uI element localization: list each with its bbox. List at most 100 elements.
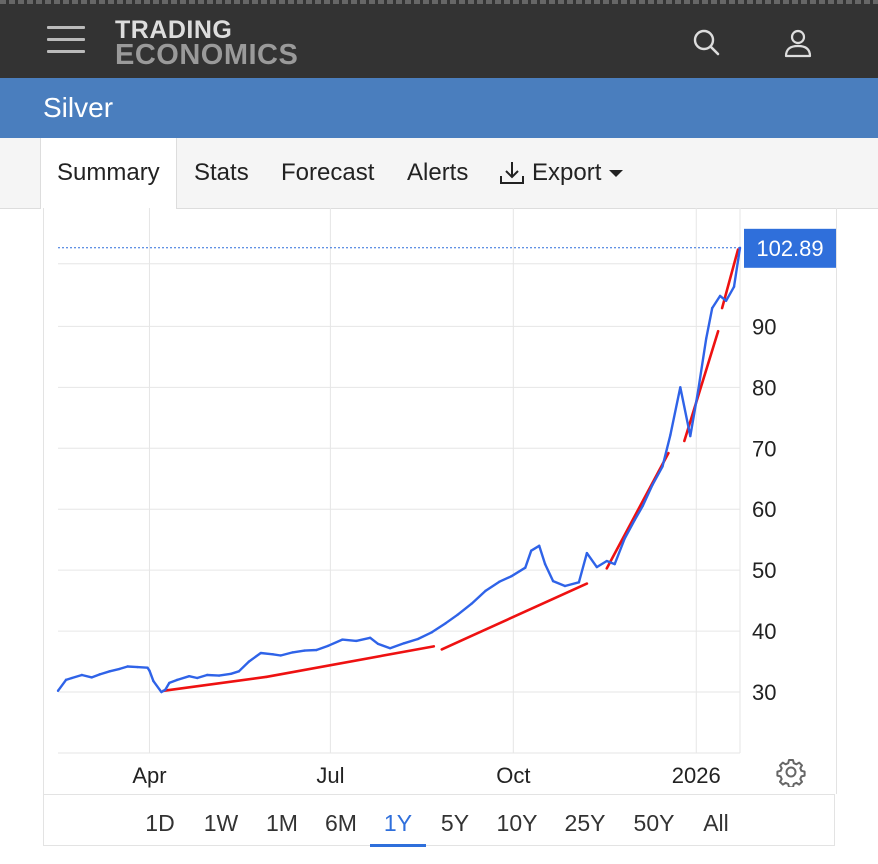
price-point [669,433,672,437]
price-point [56,689,60,693]
price-point [164,688,167,691]
price-point [484,589,487,593]
last-value-label: 102.89 [756,236,823,261]
price-point [279,654,282,657]
price-point [661,465,664,468]
trend-line [162,675,269,693]
price-point [697,389,700,392]
price-point [217,674,221,677]
price-point [259,651,263,655]
price-point [315,648,318,652]
y-tick-label: 50 [752,558,776,583]
price-point [613,562,616,566]
price-point [229,672,233,675]
price-point [563,584,567,588]
download-icon [500,162,524,184]
price-point [247,660,251,663]
logo-line2: ECONOMICS [115,39,299,71]
price-point [510,575,513,578]
price-point [623,537,626,540]
tab-summary[interactable]: Summary [40,138,177,209]
gear-icon[interactable] [776,757,806,789]
user-icon[interactable] [782,26,814,58]
price-point [498,580,501,583]
y-tick-label: 70 [752,436,776,461]
tab-alerts[interactable]: Alerts [407,159,469,186]
price-point [530,549,533,552]
price-point [444,621,447,625]
range-1d[interactable]: 1D [145,810,175,836]
price-point [651,483,654,487]
range-50y[interactable]: 50Y [633,810,675,836]
trend-line [683,329,720,443]
logo[interactable]: TRADING ECONOMICS [115,18,298,70]
price-point [470,602,473,605]
logo-line1: TRADING [115,16,233,44]
y-tick-label: 90 [752,314,776,339]
price-point [738,246,742,250]
range-1y[interactable]: 1Y [370,795,426,847]
price-point [537,544,541,547]
price-point [551,579,555,583]
range-10y[interactable]: 10Y [496,810,538,836]
price-point [188,675,191,678]
price-point [595,565,599,569]
price-point [577,581,581,584]
range-5y[interactable]: 5Y [440,810,470,836]
price-point [524,566,527,569]
price-point [376,642,380,646]
export-label: Export [532,159,602,186]
price-point [80,673,84,677]
price-point [416,637,420,641]
price-point [679,386,682,389]
y-tick-label: 60 [752,497,776,522]
price-point [633,518,636,522]
price-point [90,676,94,679]
range-1m[interactable]: 1M [266,810,298,836]
price-point [543,562,547,566]
price-point [368,636,372,640]
trend-line [440,582,589,651]
price-point [168,681,171,685]
price-point [641,504,644,508]
y-tick-label: 40 [752,619,776,644]
price-point [160,690,163,694]
price-point [355,639,358,643]
tab-stats[interactable]: Stats [194,159,249,186]
x-tick-label: Jul [316,763,344,788]
y-tick-label: 30 [752,680,776,705]
price-chart[interactable]: 30 40 50 60 70 80 90 Apr Jul Oct 2026 102.89 [44,208,836,794]
range-1w[interactable]: 1W [203,810,239,836]
price-point [146,666,149,669]
hamburger-icon[interactable] [47,26,85,56]
price-point [70,676,74,680]
tab-export[interactable]: Export [498,138,624,208]
price-point [689,434,692,438]
price-point [710,306,714,310]
price-point [456,613,459,616]
price-point [136,665,139,669]
trend-line [265,645,436,679]
last-value-badge [744,228,836,268]
page-title: Silver [43,92,114,123]
price-point [585,551,589,555]
price-point [118,667,121,671]
price-point [176,678,179,682]
price-point [430,631,434,634]
price-point [605,559,608,563]
x-tick-label: Apr [132,763,166,788]
price-point [126,665,129,668]
price-point [291,651,294,654]
price-point [303,649,306,652]
price-point [341,638,344,641]
price-point [98,673,101,676]
tab-forecast[interactable]: Forecast [281,159,375,186]
price-point [402,642,406,645]
range-25y[interactable]: 25Y [564,810,606,836]
range-all[interactable]: All [703,810,729,836]
range-6m[interactable]: 6M [325,810,357,836]
y-tick-label: 80 [752,375,776,400]
price-point [704,337,708,340]
search-icon[interactable] [690,26,722,58]
price-point [388,646,392,650]
